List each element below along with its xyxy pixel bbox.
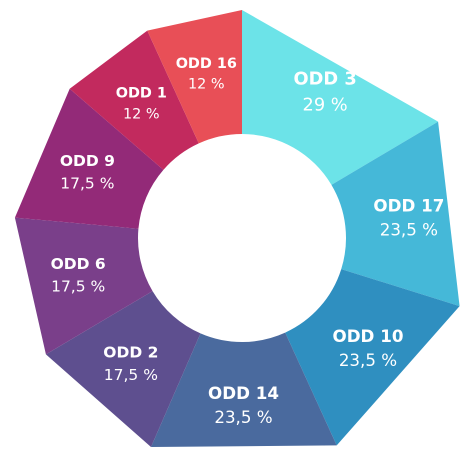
slice-value: 12 % [188, 77, 225, 93]
slice-name: ODD 14 [208, 383, 279, 403]
slice-name: ODD 16 [176, 56, 237, 72]
slice-name: ODD 2 [103, 344, 158, 362]
slice-name: ODD 10 [333, 326, 404, 346]
slice-value: 23,5 % [339, 350, 397, 370]
donut-slice [285, 269, 460, 446]
slice-value: 17,5 % [60, 174, 114, 192]
donut-slice [242, 10, 439, 185]
slice-name: ODD 1 [116, 85, 167, 101]
donut-slice [45, 291, 201, 448]
slice-value: 23,5 % [214, 407, 272, 427]
slice-name: ODD 6 [51, 255, 106, 273]
donut-slice [331, 121, 460, 307]
slice-name: ODD 3 [294, 69, 357, 90]
donut-slice [147, 10, 242, 144]
slice-value: 17,5 % [51, 277, 105, 295]
slice-name: ODD 17 [373, 195, 444, 215]
donut-slice [14, 88, 164, 229]
slice-value: 12 % [123, 106, 160, 122]
slice-value: 29 % [303, 94, 348, 115]
donut-slice [69, 30, 199, 170]
slice-name: ODD 9 [60, 152, 115, 170]
slice-value: 17,5 % [104, 366, 158, 384]
slice-value: 23,5 % [380, 220, 438, 240]
donut-slice [14, 217, 153, 355]
donut-slice [151, 332, 337, 448]
